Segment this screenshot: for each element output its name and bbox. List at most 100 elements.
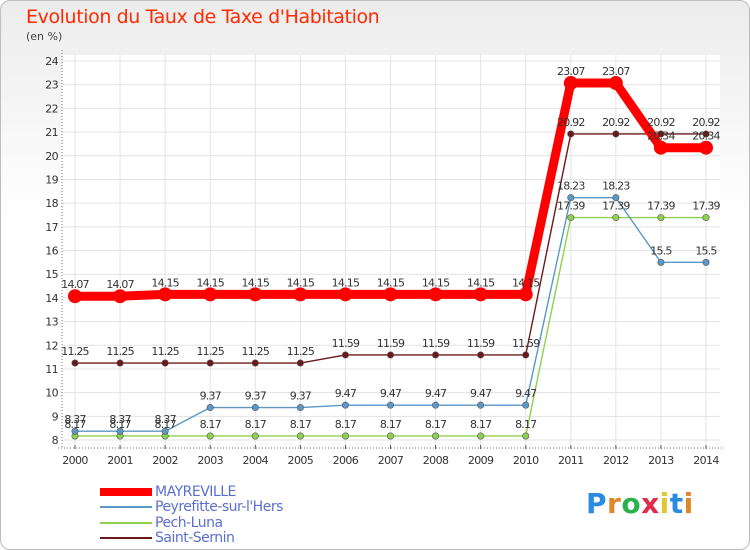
data-label-peyrefitte-sur-l-hers: 8.37	[154, 413, 176, 426]
data-label-saint-sernin: 11.59	[377, 337, 405, 350]
logo-letter: r	[607, 487, 622, 520]
data-point-peyrefitte-sur-l-hers	[71, 427, 79, 435]
data-label-mayreville: 14.15	[512, 276, 540, 289]
data-label-saint-sernin: 11.59	[467, 337, 495, 350]
data-label-peyrefitte-sur-l-hers: 8.37	[64, 413, 86, 426]
data-label-mayreville: 14.15	[287, 276, 315, 289]
data-point-mayreville	[653, 140, 668, 155]
x-tick-label: 2008	[423, 454, 449, 467]
data-point-mayreville	[383, 287, 398, 302]
data-label-pech-luna: 8.17	[515, 418, 537, 431]
x-tick-label: 2012	[603, 454, 629, 467]
data-point-peyrefitte-sur-l-hers	[477, 401, 485, 409]
data-label-saint-sernin: 20.92	[602, 116, 630, 129]
y-tick-label: 11	[45, 363, 58, 376]
data-point-mayreville	[158, 287, 173, 302]
data-label-peyrefitte-sur-l-hers: 18.23	[602, 180, 630, 193]
legend-swatch-peyrefitte	[100, 506, 152, 508]
data-point-peyrefitte-sur-l-hers	[702, 258, 710, 266]
data-point-mayreville	[203, 287, 218, 302]
data-point-pech-luna	[251, 432, 259, 440]
legend-label-peyrefitte: Peyrefitte-sur-l'Hers	[155, 499, 283, 515]
y-tick-label: 9	[52, 410, 59, 423]
data-label-peyrefitte-sur-l-hers: 8.37	[109, 413, 131, 426]
legend-item-peyrefitte: Peyrefitte-sur-l'Hers	[100, 499, 283, 515]
data-point-saint-sernin	[71, 359, 79, 367]
data-label-saint-sernin: 20.92	[557, 116, 585, 129]
y-tick-label: 17	[45, 221, 58, 234]
data-point-peyrefitte-sur-l-hers	[251, 404, 259, 412]
data-label-peyrefitte-sur-l-hers: 18.23	[557, 180, 585, 193]
data-point-pech-luna	[206, 432, 214, 440]
data-point-peyrefitte-sur-l-hers	[206, 404, 214, 412]
data-point-mayreville	[68, 289, 82, 304]
logo-letter: x	[641, 487, 660, 520]
x-tick-label: 2003	[197, 454, 223, 467]
data-label-saint-sernin: 11.25	[287, 345, 315, 358]
legend-label-pech-luna: Pech-Luna	[155, 515, 223, 531]
data-point-peyrefitte-sur-l-hers	[432, 401, 440, 409]
data-point-saint-sernin	[702, 130, 710, 138]
legend-item-mayreville: MAYREVILLE	[100, 484, 236, 500]
data-label-peyrefitte-sur-l-hers: 9.47	[515, 387, 537, 400]
y-tick-label: 16	[45, 245, 58, 258]
data-label-pech-luna: 17.39	[557, 200, 585, 213]
y-tick-label: 21	[45, 126, 58, 139]
data-label-peyrefitte-sur-l-hers: 9.47	[425, 387, 447, 400]
x-tick-label: 2002	[152, 454, 178, 467]
data-label-mayreville: 14.15	[332, 276, 360, 289]
data-label-peyrefitte-sur-l-hers: 15.5	[650, 244, 672, 257]
legend-swatch-pech-luna	[100, 522, 152, 524]
data-label-peyrefitte-sur-l-hers: 9.47	[380, 387, 402, 400]
data-label-mayreville: 14.15	[242, 276, 270, 289]
data-label-pech-luna: 8.17	[64, 418, 86, 431]
logo-letter: i	[659, 487, 670, 520]
data-point-pech-luna	[522, 432, 530, 440]
chart-title: Evolution du Taux de Taxe d'Habitation	[26, 6, 380, 28]
logo-letter: t	[669, 487, 684, 520]
data-label-peyrefitte-sur-l-hers: 9.37	[200, 390, 222, 403]
data-point-peyrefitte-sur-l-hers	[522, 401, 530, 409]
y-tick-label: 12	[45, 339, 58, 352]
data-point-pech-luna	[341, 432, 349, 440]
x-tick-label: 2004	[242, 454, 268, 467]
legend-swatch-mayreville	[100, 488, 152, 496]
data-label-pech-luna: 17.39	[602, 200, 630, 213]
data-label-peyrefitte-sur-l-hers: 15.5	[695, 244, 717, 257]
logo-letter: o	[621, 487, 642, 520]
data-label-saint-sernin: 11.25	[106, 345, 134, 358]
data-label-pech-luna: 8.17	[290, 418, 312, 431]
data-label-pech-luna: 8.17	[200, 418, 222, 431]
data-label-saint-sernin: 20.92	[692, 116, 720, 129]
data-label-mayreville: 14.07	[61, 278, 89, 291]
data-label-peyrefitte-sur-l-hers: 9.47	[335, 387, 357, 400]
y-tick-label: 22	[45, 102, 58, 115]
data-label-mayreville: 14.15	[422, 276, 450, 289]
y-tick-label: 19	[45, 173, 58, 186]
data-label-pech-luna: 8.17	[154, 418, 176, 431]
data-label-mayreville: 23.07	[602, 65, 630, 78]
data-label-mayreville: 14.15	[151, 276, 179, 289]
data-point-mayreville	[338, 287, 353, 302]
data-point-mayreville	[248, 287, 263, 302]
data-label-peyrefitte-sur-l-hers: 9.37	[290, 390, 312, 403]
x-tick-label: 2010	[513, 454, 539, 467]
data-point-saint-sernin	[341, 351, 349, 359]
data-label-saint-sernin: 11.25	[151, 345, 179, 358]
x-tick-label: 2001	[107, 454, 133, 467]
data-point-mayreville	[608, 76, 623, 91]
data-point-pech-luna	[702, 214, 710, 222]
legend-label-mayreville: MAYREVILLE	[155, 484, 236, 500]
x-tick-label: 2009	[468, 454, 494, 467]
data-label-saint-sernin: 11.25	[242, 345, 270, 358]
data-label-saint-sernin: 20.92	[647, 116, 675, 129]
legend-swatch-saint-sernin	[100, 537, 152, 539]
data-point-mayreville	[518, 287, 533, 302]
data-point-saint-sernin	[386, 351, 394, 359]
data-point-mayreville	[699, 140, 713, 155]
data-label-mayreville: 14.15	[377, 276, 405, 289]
proxiti-logo: Proxiti	[586, 487, 694, 520]
data-label-pech-luna: 8.17	[245, 418, 267, 431]
data-label-mayreville: 14.15	[467, 276, 495, 289]
data-label-mayreville: 14.15	[196, 276, 224, 289]
